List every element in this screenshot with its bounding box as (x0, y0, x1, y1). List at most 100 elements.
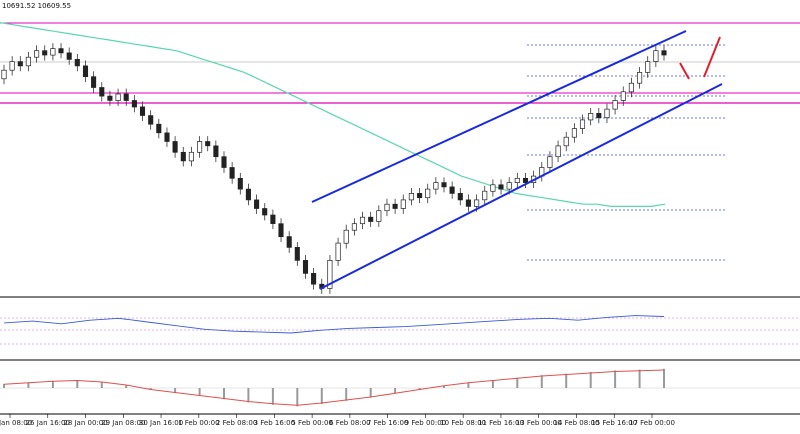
candle (384, 203, 390, 212)
macd-bar (320, 388, 323, 404)
macd-bar (491, 380, 494, 388)
candle (139, 106, 146, 116)
candle (596, 113, 602, 119)
macd-signal-line (3, 369, 665, 406)
macd-bar (540, 375, 543, 388)
candle (294, 247, 300, 261)
x-tick-label: 11 Feb 16:00 (478, 419, 524, 427)
macd-bar (149, 388, 152, 390)
candle (351, 223, 357, 231)
candle (457, 193, 463, 201)
candle (506, 182, 512, 190)
candle (99, 87, 105, 97)
x-tick-label: 7 Feb 16:00 (367, 419, 408, 427)
macd-bar (614, 370, 617, 388)
macd-bar (369, 388, 372, 398)
channel-upper-line (311, 30, 687, 203)
macd-bar (76, 380, 79, 388)
x-tick-label: 5 Feb 00:00 (291, 419, 332, 427)
candle (180, 151, 186, 162)
candle (213, 145, 219, 158)
candle (359, 216, 366, 225)
candle (17, 61, 23, 67)
macd-bar (247, 388, 250, 403)
macd-bar (345, 388, 348, 401)
candle (1, 69, 7, 80)
candle (245, 188, 251, 201)
candle (645, 61, 651, 73)
candle (58, 48, 64, 54)
candle (547, 156, 553, 168)
x-tick-label: 30 Jan 16:00 (139, 419, 183, 427)
candle (254, 199, 260, 209)
macd-bar (125, 384, 128, 388)
candle (82, 65, 89, 78)
x-tick-label: 14 Feb 08:00 (554, 419, 600, 427)
candle (653, 50, 659, 62)
channel-lower-line (319, 83, 723, 290)
x-tick-label: 3 Feb 16:00 (254, 419, 295, 427)
candle (571, 128, 577, 138)
x-tick-label: 17 Feb 00:00 (629, 419, 675, 427)
x-tick-label: 9 Feb 00:00 (405, 419, 446, 427)
candle (286, 236, 292, 248)
macd-bar (27, 382, 30, 388)
candle (514, 177, 520, 183)
candle (433, 182, 439, 190)
candle (262, 208, 268, 216)
candle (628, 82, 634, 93)
candle (441, 182, 447, 188)
macd-bar (565, 373, 568, 388)
candle (123, 93, 129, 101)
candle (498, 184, 504, 190)
candle (579, 119, 586, 129)
candle (229, 167, 235, 179)
macd-bar (51, 380, 54, 388)
x-tick-label: 15 Feb 16:00 (591, 419, 637, 427)
candle (205, 141, 211, 147)
candle (408, 193, 414, 201)
x-tick-label: 19 Jan 08:00 (0, 419, 32, 427)
candle (25, 56, 31, 67)
moving-average-line (0, 22, 666, 207)
candle (302, 260, 309, 274)
x-tick-label: 6 Feb 08:00 (329, 419, 370, 427)
x-tick-label: 2 Feb 08:00 (216, 419, 257, 427)
candle (197, 141, 203, 153)
candle (278, 223, 284, 238)
macd-bar (638, 369, 641, 388)
projection-down (679, 62, 690, 80)
candle (417, 193, 423, 199)
x-tick-label: 29 Jan 08:00 (101, 419, 145, 427)
macd-bar (174, 388, 177, 393)
macd-bar (394, 388, 397, 394)
candle (604, 108, 610, 119)
candle (311, 273, 317, 285)
ohlc-readout: 10691.52 10609.55 (2, 2, 72, 10)
candle (74, 59, 80, 67)
macd-bar (100, 381, 103, 388)
macd-bar (589, 372, 592, 388)
macd-bar (3, 384, 5, 388)
candle (343, 229, 349, 244)
candle (34, 50, 40, 58)
candle (115, 93, 121, 101)
candle (612, 100, 618, 110)
candle (188, 151, 194, 162)
x-tick-label: 10 Feb 08:00 (440, 419, 486, 427)
candle (376, 210, 382, 222)
candle (474, 199, 480, 207)
candle (425, 188, 431, 199)
candle (368, 216, 374, 222)
candle (237, 177, 243, 190)
projection-up (703, 36, 721, 78)
x-tick-label: 1 Feb 00:00 (178, 419, 219, 427)
candle (66, 52, 72, 60)
macd-bar (663, 368, 665, 388)
candle (327, 260, 333, 289)
candle (156, 123, 162, 134)
macd-bar (516, 377, 519, 388)
x-tick-label: 26 Jan 16:00 (26, 419, 70, 427)
candle (661, 50, 667, 56)
